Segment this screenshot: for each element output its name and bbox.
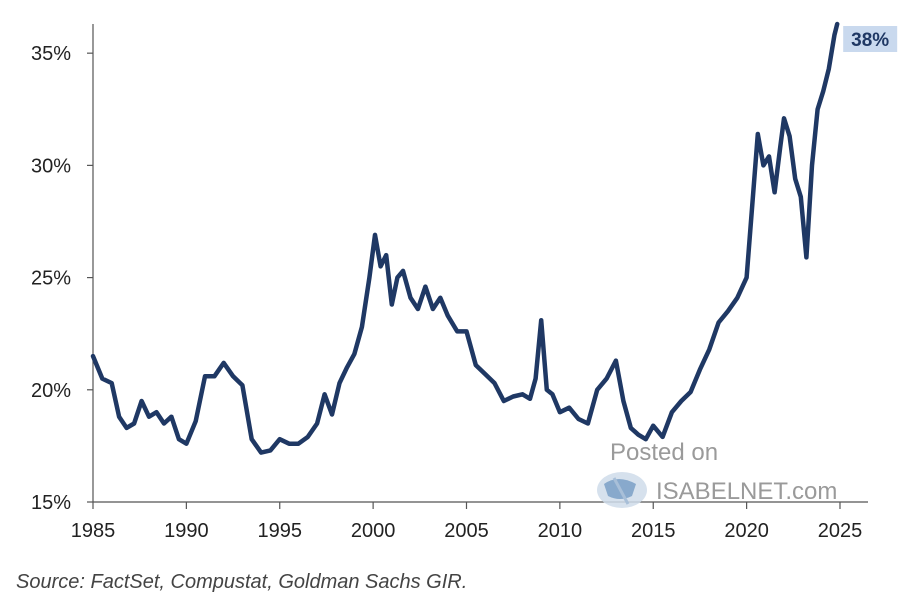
- end-label-background: [843, 26, 898, 52]
- y-tick-label: 35%: [31, 43, 71, 65]
- watermark-isabelnet: ISABELNET.com: [656, 478, 837, 505]
- x-ticks: 1985 1990 1995 2000 2005 2010 2015 2020 2025: [71, 502, 862, 542]
- watermark-posted-on: Posted on: [610, 439, 718, 466]
- x-tick-label: 2025: [818, 520, 863, 542]
- watermark: Posted on ISABELNET.com: [597, 439, 837, 508]
- y-ticks: 15% 20% 25% 30% 35%: [31, 43, 93, 514]
- x-tick-label: 2005: [444, 520, 489, 542]
- x-tick-label: 2000: [351, 520, 396, 542]
- source-note: Source: FactSet, Compustat, Goldman Sach…: [16, 571, 468, 593]
- y-tick-label: 30%: [31, 155, 71, 177]
- y-tick-label: 25%: [31, 268, 71, 290]
- x-tick-label: 2020: [724, 520, 769, 542]
- end-label-text: 38%: [851, 30, 889, 51]
- x-tick-label: 1995: [257, 520, 302, 542]
- x-tick-label: 1990: [164, 520, 209, 542]
- y-tick-label: 20%: [31, 380, 71, 402]
- end-label: 38%: [843, 26, 898, 52]
- globe-icon: [597, 472, 647, 508]
- x-tick-label: 2010: [538, 520, 583, 542]
- series-line: [90, 21, 840, 455]
- y-tick-label: 15%: [31, 492, 71, 514]
- x-tick-label: 1985: [71, 520, 116, 542]
- x-tick-label: 2015: [631, 520, 676, 542]
